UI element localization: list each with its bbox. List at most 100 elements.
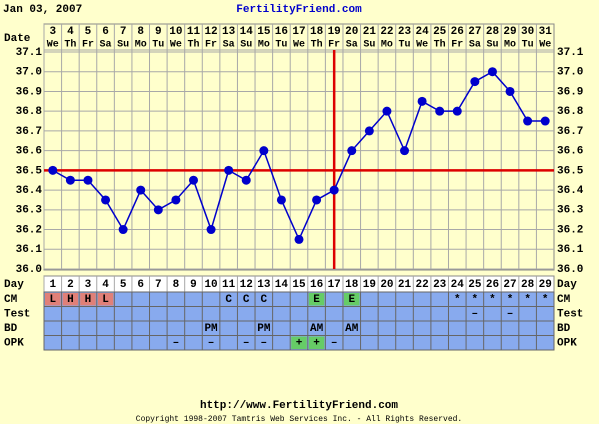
y-tick-label-right: 36.9 <box>557 86 583 98</box>
weekday-label: Sa <box>469 40 481 51</box>
cell-highlight <box>80 293 96 306</box>
cell-text: * <box>524 294 531 306</box>
cell-text: – <box>173 338 180 350</box>
temperature-point <box>347 146 357 156</box>
weekday-label: Sa <box>346 40 358 51</box>
row-label: OPK <box>4 338 24 350</box>
date-label: 31 <box>539 26 553 38</box>
day-number: 16 <box>310 279 323 291</box>
weekday-label: Sa <box>223 40 235 51</box>
cell-text: – <box>331 338 338 350</box>
temperature-point <box>417 96 427 106</box>
date-label: 17 <box>292 26 305 38</box>
date-label: 27 <box>468 26 481 38</box>
day-number: 26 <box>486 279 499 291</box>
day-number: 28 <box>521 279 535 291</box>
weekday-label: We <box>170 40 182 51</box>
date-label: 16 <box>275 26 288 38</box>
temperature-point <box>188 175 198 185</box>
y-tick-label-right: 36.7 <box>557 126 583 138</box>
weekday-label: Mo <box>135 40 147 51</box>
date-label: 6 <box>102 26 109 38</box>
cell-text: – <box>507 309 514 321</box>
weekday-label: Fr <box>328 40 340 51</box>
footer-url: http://www.FertilityFriend.com <box>200 400 398 412</box>
cell-text: – <box>472 309 479 321</box>
y-tick-label-right: 37.1 <box>557 47 584 59</box>
weekday-label: Th <box>311 39 323 51</box>
temperature-point <box>48 165 58 175</box>
y-tick-label-right: 36.1 <box>557 244 584 256</box>
day-number: 1 <box>49 279 56 291</box>
y-tick-label-right: 36.2 <box>557 224 583 236</box>
temperature-point <box>470 77 480 87</box>
cell-text: C <box>243 294 250 306</box>
day-number: 7 <box>155 279 162 291</box>
weekday-label: We <box>47 40 59 51</box>
temperature-point <box>523 116 533 126</box>
day-number: 5 <box>120 279 127 291</box>
day-number: 25 <box>468 279 482 291</box>
temperature-point <box>540 116 550 126</box>
temperature-point <box>65 175 75 185</box>
cell-text: – <box>208 338 215 350</box>
day-number: 18 <box>345 279 359 291</box>
weekday-label: Th <box>187 39 199 51</box>
cell-text: * <box>472 294 479 306</box>
day-number: 11 <box>222 279 236 291</box>
weekday-label: We <box>293 40 305 51</box>
row-label-right: OPK <box>557 338 577 350</box>
temperature-point <box>487 67 497 77</box>
cell-text: PM <box>204 323 218 335</box>
row-label: CM <box>4 294 18 306</box>
y-tick-label: 36.3 <box>16 205 43 217</box>
date-label: 21 <box>363 26 377 38</box>
weekday-label: We <box>539 40 551 51</box>
cell-text: E <box>348 294 355 306</box>
row-label: BD <box>4 323 18 335</box>
weekday-label: Th <box>64 39 76 51</box>
cell-highlight <box>308 336 325 349</box>
weekday-label: Fr <box>205 40 217 51</box>
weekday-label: Mo <box>504 40 516 51</box>
day-number: 29 <box>539 279 552 291</box>
temperature-point <box>382 106 392 116</box>
y-tick-label-right: 36.0 <box>557 264 583 276</box>
weekday-label: Su <box>240 40 252 51</box>
y-tick-label-right: 37.0 <box>557 67 583 79</box>
day-number: 9 <box>190 279 197 291</box>
weekday-label: Sa <box>100 40 112 51</box>
y-tick-label: 36.2 <box>16 224 42 236</box>
temperature-point <box>241 175 251 185</box>
temperature-point <box>224 165 234 175</box>
day-number: 21 <box>398 279 412 291</box>
cell-highlight <box>308 293 325 306</box>
day-row-label: Day <box>4 279 24 291</box>
cell-text: L <box>49 294 56 306</box>
cell-highlight <box>97 293 114 306</box>
cell-highlight <box>343 293 360 306</box>
day-number: 27 <box>503 279 516 291</box>
temperature-point <box>400 146 410 156</box>
temperature-point <box>452 106 462 116</box>
row-label: Test <box>4 309 30 321</box>
temperature-point <box>83 175 93 185</box>
temperature-point <box>312 195 322 205</box>
cell-text: – <box>261 338 268 350</box>
cell-text: + <box>313 338 320 350</box>
y-tick-label: 37.0 <box>16 67 42 79</box>
day-number: 23 <box>433 279 447 291</box>
weekday-label: Tu <box>399 40 411 51</box>
y-tick-label-right: 36.6 <box>557 146 583 158</box>
temperature-point <box>171 195 181 205</box>
weekday-label: Mo <box>381 40 393 51</box>
y-tick-label: 36.7 <box>16 126 42 138</box>
date-label: 30 <box>521 26 534 38</box>
day-number: 15 <box>292 279 306 291</box>
y-tick-label: 36.4 <box>16 185 43 197</box>
weekday-label: Tu <box>152 40 164 51</box>
date-label: 24 <box>416 26 430 38</box>
weekday-label: Th <box>434 39 446 51</box>
day-number: 13 <box>257 279 271 291</box>
weekday-label: Fr <box>451 40 463 51</box>
